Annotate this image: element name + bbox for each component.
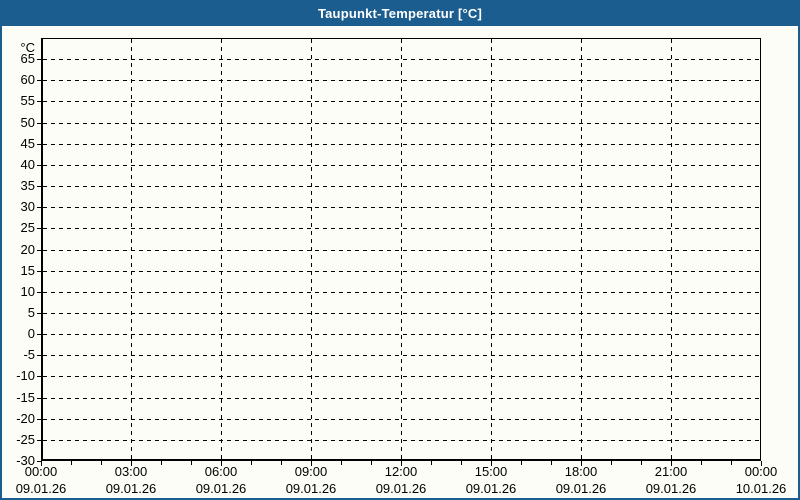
x-tick-date-label: 09.01.26 xyxy=(195,481,247,496)
y-axis-tick xyxy=(37,123,41,124)
y-axis-tick xyxy=(37,461,41,462)
vertical-gridline xyxy=(221,39,222,459)
x-axis-tick xyxy=(671,461,672,466)
y-tick-label: 0 xyxy=(27,326,35,341)
y-tick-label: 25 xyxy=(20,220,35,235)
y-axis-tick xyxy=(37,334,41,335)
vertical-gridline xyxy=(491,39,492,459)
y-axis-tick xyxy=(37,398,41,399)
y-axis-tick xyxy=(37,228,41,229)
y-axis-unit-label: °C xyxy=(20,40,35,55)
x-tick-date-label: 09.01.26 xyxy=(555,481,607,496)
x-tick-date-label: 09.01.26 xyxy=(465,481,517,496)
vertical-gridline xyxy=(671,39,672,459)
x-tick-date-label: 10.01.26 xyxy=(735,481,787,496)
x-tick-time-label: 00:00 xyxy=(744,464,778,479)
vertical-gridline xyxy=(581,39,582,459)
x-axis-tick xyxy=(431,461,432,465)
y-axis-tick xyxy=(37,186,41,187)
y-tick-label: 55 xyxy=(20,93,35,108)
x-tick-time-label: 03:00 xyxy=(114,464,148,479)
plot-frame xyxy=(41,38,761,461)
x-axis-tick xyxy=(371,461,372,465)
x-axis-tick xyxy=(101,461,102,465)
y-tick-label: -30 xyxy=(16,453,35,468)
x-tick-time-label: 06:00 xyxy=(204,464,238,479)
x-tick-date-label: 09.01.26 xyxy=(375,481,427,496)
x-tick-date-label: 09.01.26 xyxy=(645,481,697,496)
y-tick-label: -5 xyxy=(23,347,35,362)
x-axis-tick xyxy=(161,461,162,465)
x-tick-date-label: 09.01.26 xyxy=(285,481,337,496)
x-axis-tick xyxy=(521,461,522,465)
y-tick-label: 20 xyxy=(20,242,35,257)
y-tick-label: 45 xyxy=(20,136,35,151)
y-axis-tick xyxy=(37,59,41,60)
x-tick-date-label: 09.01.26 xyxy=(15,481,67,496)
y-tick-label: 35 xyxy=(20,178,35,193)
x-tick-time-label: 00:00 xyxy=(24,464,58,479)
y-axis-tick xyxy=(37,271,41,272)
vertical-gridline xyxy=(401,39,402,459)
x-axis-tick xyxy=(491,461,492,466)
y-tick-label: 65 xyxy=(20,51,35,66)
y-axis-tick xyxy=(37,101,41,102)
y-tick-label: 5 xyxy=(27,305,35,320)
x-axis-tick xyxy=(401,461,402,466)
y-axis-tick xyxy=(37,144,41,145)
x-axis-tick xyxy=(581,461,582,466)
y-axis-tick xyxy=(37,80,41,81)
x-axis-tick xyxy=(701,461,702,465)
x-axis-tick xyxy=(641,461,642,465)
y-tick-label: 10 xyxy=(20,284,35,299)
x-axis-tick xyxy=(71,461,72,465)
x-tick-time-label: 15:00 xyxy=(474,464,508,479)
y-tick-label: -25 xyxy=(16,432,35,447)
x-axis-tick xyxy=(761,461,762,466)
y-tick-label: 15 xyxy=(20,263,35,278)
x-axis-tick xyxy=(41,461,42,466)
x-axis-tick xyxy=(221,461,222,466)
x-axis-tick xyxy=(341,461,342,465)
y-axis-tick xyxy=(37,165,41,166)
x-tick-time-label: 09:00 xyxy=(294,464,328,479)
x-axis-tick xyxy=(551,461,552,465)
y-tick-label: -15 xyxy=(16,390,35,405)
y-axis-tick xyxy=(37,355,41,356)
x-axis-tick xyxy=(191,461,192,465)
x-axis-tick xyxy=(131,461,132,466)
y-axis-tick xyxy=(37,440,41,441)
y-tick-label: 50 xyxy=(20,115,35,130)
x-axis-tick xyxy=(251,461,252,465)
y-axis-tick xyxy=(37,313,41,314)
x-axis-tick xyxy=(281,461,282,465)
vertical-gridline xyxy=(131,39,132,459)
x-axis-tick xyxy=(611,461,612,465)
y-axis-tick xyxy=(37,207,41,208)
y-tick-label: -10 xyxy=(16,368,35,383)
x-axis-tick xyxy=(731,461,732,465)
y-axis-tick xyxy=(37,250,41,251)
x-axis-tick xyxy=(461,461,462,465)
y-axis-tick xyxy=(37,376,41,377)
y-tick-label: 60 xyxy=(20,72,35,87)
y-axis-tick xyxy=(37,292,41,293)
x-tick-time-label: 18:00 xyxy=(564,464,598,479)
chart-title: Taupunkt-Temperatur [°C] xyxy=(317,5,483,21)
x-tick-time-label: 12:00 xyxy=(384,464,418,479)
x-tick-time-label: 21:00 xyxy=(654,464,688,479)
x-axis-tick xyxy=(311,461,312,466)
y-tick-label: 30 xyxy=(20,199,35,214)
y-tick-label: 40 xyxy=(20,157,35,172)
x-tick-date-label: 09.01.26 xyxy=(105,481,157,496)
vertical-gridline xyxy=(311,39,312,459)
y-axis-tick xyxy=(37,419,41,420)
y-tick-label: -20 xyxy=(16,411,35,426)
chart-titlebar: Taupunkt-Temperatur [°C] xyxy=(2,0,798,26)
